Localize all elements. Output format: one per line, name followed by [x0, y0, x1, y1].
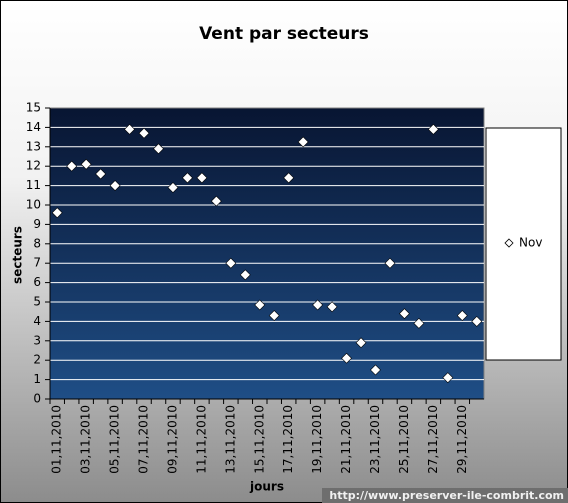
point — [138, 127, 150, 139]
chart-title: Vent par secteurs — [199, 24, 369, 44]
point — [225, 257, 237, 269]
plot-area — [49, 107, 485, 400]
point — [109, 180, 121, 192]
y-tick-label: 7 — [33, 256, 41, 270]
point — [196, 172, 208, 184]
point — [268, 310, 280, 322]
point — [66, 160, 78, 172]
x-tick-label: 17,11,2010 — [281, 405, 295, 474]
point — [95, 168, 107, 180]
point — [239, 269, 251, 281]
x-tick-label: 21,11,2010 — [339, 405, 353, 474]
x-tick-label: 09,11,2010 — [165, 405, 179, 474]
point — [124, 123, 135, 135]
point — [297, 136, 309, 148]
y-tick-label: 8 — [33, 236, 41, 250]
x-tick-label: 27,11,2010 — [426, 405, 440, 474]
y-tick-label: 0 — [33, 392, 41, 406]
x-tick-label: 15,11,2010 — [252, 405, 266, 474]
x-tick-label: 03,11,2010 — [79, 405, 93, 474]
point — [312, 299, 324, 311]
footer-strip — [322, 488, 568, 503]
x-tick-label: 25,11,2010 — [397, 405, 411, 474]
x-tick-label: 07,11,2010 — [137, 405, 151, 474]
x-tick-label: 05,11,2010 — [108, 405, 122, 474]
point — [370, 364, 381, 376]
y-tick-label: 12 — [26, 159, 41, 173]
footer: http://www.preserver-ile-combrit.com — [329, 489, 564, 502]
x-tick-label: 01,11,2010 — [50, 405, 64, 474]
legend-marker — [504, 238, 514, 248]
point — [210, 195, 222, 207]
x-tick-label: 23,11,2010 — [368, 405, 382, 474]
x-tick-label: 13,11,2010 — [223, 405, 237, 474]
x-axis-title: jours — [249, 480, 284, 494]
point — [51, 207, 63, 219]
point — [442, 372, 454, 384]
point — [326, 301, 338, 313]
point — [355, 337, 367, 349]
point — [182, 172, 193, 184]
point — [153, 143, 164, 155]
point — [283, 172, 295, 184]
y-tick-label: 14 — [26, 120, 41, 134]
x-tick-label: 11,11,2010 — [194, 405, 208, 474]
x-tick-label: 19,11,2010 — [310, 405, 324, 474]
point — [384, 257, 396, 269]
y-tick-label: 9 — [33, 217, 41, 231]
y-tick-label: 11 — [26, 178, 41, 192]
point — [254, 299, 266, 311]
y-tick-label: 4 — [33, 314, 41, 328]
x-tick-label: 29,11,2010 — [455, 405, 469, 474]
y-tick-label: 6 — [33, 275, 41, 289]
point — [471, 315, 483, 327]
y-tick-label: 13 — [26, 139, 41, 153]
legend — [485, 127, 562, 361]
y-tick-label: 15 — [26, 101, 41, 115]
point — [456, 310, 468, 322]
point — [413, 317, 425, 329]
y-tick-label: 10 — [26, 198, 41, 212]
legend-label: Nov — [519, 236, 542, 250]
point — [427, 123, 439, 135]
y-tick-label: 3 — [33, 333, 41, 347]
y-axis-title: secteurs — [11, 226, 25, 284]
point — [80, 158, 92, 170]
y-tick-label: 2 — [33, 353, 41, 367]
y-tick-label: 1 — [33, 372, 41, 386]
point — [341, 352, 352, 364]
y-tick-label: 5 — [33, 295, 41, 309]
point — [399, 308, 410, 320]
point — [167, 182, 179, 193]
